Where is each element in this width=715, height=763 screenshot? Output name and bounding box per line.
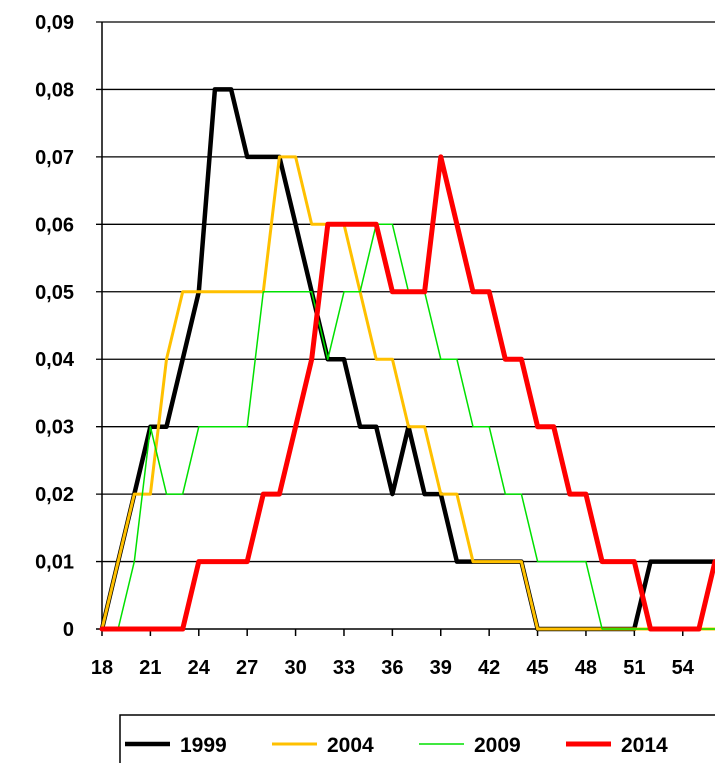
y-tick-label: 0,09 — [35, 12, 74, 34]
x-tick-label: 21 — [139, 657, 161, 679]
series-line-2004 — [100, 155, 715, 631]
y-tick-label: 0,04 — [35, 349, 75, 371]
y-tick-label: 0,05 — [35, 282, 74, 304]
legend: 1999 2004 2009 2014 — [119, 714, 715, 763]
x-tick-label: 27 — [236, 657, 258, 679]
x-tick-label: 24 — [188, 657, 211, 679]
series-line-2014 — [99, 154, 715, 632]
y-tick-label: 0 — [63, 619, 74, 641]
x-tick-label: 42 — [478, 657, 500, 679]
x-tick-label: 18 — [91, 657, 113, 679]
x-tick-label: 30 — [284, 657, 306, 679]
y-tick-label: 0,01 — [35, 552, 74, 574]
x-tick-label: 48 — [575, 657, 597, 679]
x-tick-label: 54 — [672, 657, 695, 679]
y-tick-label: 0,08 — [35, 79, 74, 101]
y-tick-label: 0,03 — [35, 417, 74, 439]
y-tick-label: 0,07 — [35, 147, 74, 169]
x-axis-tick-labels: 18 21 24 27 30 33 36 39 42 45 48 51 54 — [91, 657, 695, 679]
legend-label-2004: 2004 — [327, 734, 374, 757]
x-tick-label: 45 — [526, 657, 548, 679]
y-tick-label: 0,06 — [35, 214, 74, 236]
legend-label-1999: 1999 — [180, 734, 227, 757]
x-tick-label: 36 — [381, 657, 403, 679]
x-tick-label: 39 — [430, 657, 452, 679]
data-series — [99, 87, 715, 632]
legend-label-2014: 2014 — [621, 734, 668, 757]
y-axis-tick-labels: 0 0,01 0,02 0,03 0,04 0,05 0,06 0,07 0,08 0,09 — [35, 12, 75, 641]
x-tick-label: 51 — [623, 657, 645, 679]
y-tick-label: 0,02 — [35, 484, 74, 506]
x-tick-label: 33 — [333, 657, 355, 679]
legend-box — [119, 714, 715, 763]
legend-label-2009: 2009 — [474, 734, 521, 757]
